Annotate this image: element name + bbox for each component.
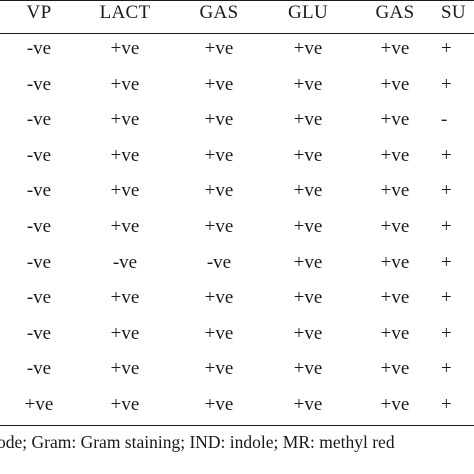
table-cell: +ve	[293, 322, 323, 344]
table-cell: +ve	[204, 73, 234, 95]
table-cell: +ve	[380, 394, 410, 415]
table-row: -ve +ve +ve +ve +ve +	[0, 67, 474, 103]
table-cell: +ve	[293, 287, 323, 309]
table-cell: +	[441, 394, 452, 415]
table-cell: +ve	[293, 251, 323, 273]
table-cell: +	[441, 322, 452, 344]
table-row: -ve +ve +ve +ve +ve +	[0, 351, 474, 387]
table-cell: -ve	[26, 216, 52, 237]
table-cell: +ve	[380, 109, 410, 131]
table-cell: +	[441, 287, 452, 309]
table-cell: -ve	[26, 144, 52, 166]
table-cell: +	[441, 144, 452, 166]
table-row: -ve +ve +ve +ve +ve +	[0, 280, 474, 316]
table-cell: +ve	[110, 144, 140, 166]
table-cell: +ve	[293, 216, 323, 237]
table-cell: +ve	[110, 180, 140, 202]
table-cell: -	[441, 109, 448, 131]
table-header-rule	[0, 33, 474, 34]
table-cell: -ve	[26, 322, 52, 344]
table-cell: +	[441, 180, 452, 202]
table-row: -ve +ve +ve +ve +ve +	[0, 316, 474, 352]
header-su: SU	[441, 2, 466, 23]
table-cell: +ve	[380, 216, 410, 237]
table-cell: +ve	[293, 358, 323, 380]
table-row: -ve -ve -ve +ve +ve +	[0, 245, 474, 281]
header-gas: GAS	[199, 2, 239, 23]
table-cell: -ve	[26, 109, 52, 131]
table-cell: +ve	[204, 180, 234, 202]
table-cell: +ve	[204, 216, 234, 237]
table-cell: +ve	[293, 73, 323, 95]
table-cell: +	[441, 251, 452, 273]
table-cell: -ve	[26, 73, 52, 95]
table-cell: +	[441, 216, 452, 237]
table-cell: -ve	[26, 358, 52, 380]
table-cell: -ve	[26, 251, 52, 273]
table-cell: +ve	[204, 394, 234, 415]
table-cell: +ve	[204, 358, 234, 380]
table-cell: +ve	[110, 73, 140, 95]
table-footnote: ode; Gram: Gram staining; IND: indole; M…	[0, 432, 395, 452]
table-cell: +ve	[110, 109, 140, 131]
table-cell: +ve	[380, 287, 410, 309]
header-glu: GLU	[288, 2, 328, 23]
table-header-row: VP LACT GAS GLU GAS SU	[0, 0, 474, 36]
table-cell: +ve	[204, 109, 234, 131]
table-cell: +ve	[380, 322, 410, 344]
table-cell: +ve	[293, 109, 323, 131]
table-cell: +ve	[380, 180, 410, 202]
table-cell: +ve	[380, 38, 410, 59]
table-cell: +ve	[110, 322, 140, 344]
table-row: -ve +ve +ve +ve +ve +	[0, 31, 474, 67]
table-cell: +ve	[293, 144, 323, 166]
table-cell: -ve	[26, 38, 52, 59]
table-cell: -ve	[206, 251, 232, 273]
table-cell: +ve	[110, 216, 140, 237]
table-cell: +ve	[380, 251, 410, 273]
table-row: -ve +ve +ve +ve +ve +	[0, 173, 474, 209]
table-cell: +ve	[204, 287, 234, 309]
table-cell: +	[441, 38, 452, 59]
table-cell: +ve	[204, 38, 234, 59]
table-cell: +ve	[204, 322, 234, 344]
table-row: -ve +ve +ve +ve +ve +	[0, 209, 474, 245]
table-cell: +ve	[293, 394, 323, 415]
table-cell: +ve	[380, 358, 410, 380]
table-cell: -ve	[112, 251, 138, 273]
table-top-rule	[0, 0, 474, 1]
table-cell: +	[441, 358, 452, 380]
table-cell: -ve	[26, 180, 52, 202]
table-cell: +ve	[110, 394, 140, 415]
table-row: -ve +ve +ve +ve +ve -	[0, 102, 474, 138]
table-row: +ve +ve +ve +ve +ve +	[0, 387, 474, 423]
table-cell: +	[441, 73, 452, 95]
table-cell: +ve	[110, 358, 140, 380]
table-cell: +ve	[293, 180, 323, 202]
header-lact: LACT	[99, 2, 151, 23]
header-gas-2: GAS	[375, 2, 415, 23]
table-cell: +ve	[24, 394, 54, 415]
table-row: -ve +ve +ve +ve +ve +	[0, 138, 474, 174]
table-cell: +ve	[293, 38, 323, 59]
table-cell: +ve	[110, 38, 140, 59]
table-cell: +ve	[380, 73, 410, 95]
table-cell: +ve	[380, 144, 410, 166]
header-vp: VP	[26, 2, 52, 23]
table-cell: +ve	[110, 287, 140, 309]
table-bottom-rule	[0, 425, 474, 426]
table-cell: -ve	[26, 287, 52, 309]
table-cell: +ve	[204, 144, 234, 166]
